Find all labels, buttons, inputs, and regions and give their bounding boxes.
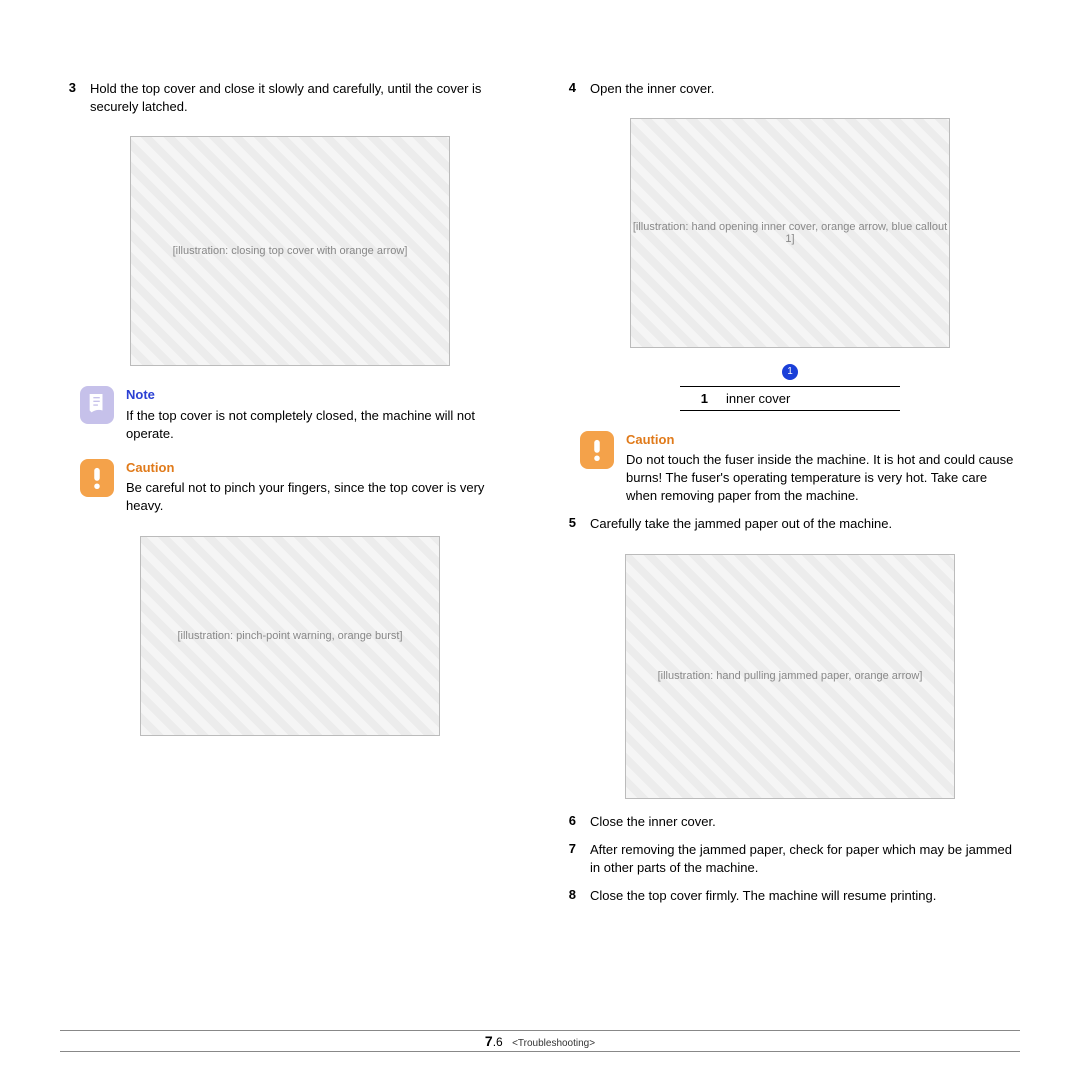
step-4: 4 Open the inner cover.: [560, 80, 1020, 98]
step-text: Open the inner cover.: [590, 80, 1020, 98]
note-callout: Note If the top cover is not completely …: [80, 386, 520, 443]
step-number: 5: [560, 515, 576, 533]
note-title: Note: [126, 386, 520, 404]
caution-body: Caution Be careful not to pinch your fin…: [126, 459, 520, 516]
step-7: 7 After removing the jammed paper, check…: [560, 841, 1020, 877]
figure-close-top-cover: [illustration: closing top cover with or…: [130, 136, 450, 366]
step-6: 6 Close the inner cover.: [560, 813, 1020, 831]
figure-4-wrap: [illustration: hand opening inner cover,…: [560, 108, 1020, 380]
legend-row: 1 inner cover: [680, 387, 900, 410]
two-column-layout: 3 Hold the top cover and close it slowly…: [60, 80, 1020, 1000]
step-text: Close the top cover firmly. The machine …: [590, 887, 1020, 905]
note-body: Note If the top cover is not completely …: [126, 386, 520, 443]
step-8: 8 Close the top cover firmly. The machin…: [560, 887, 1020, 905]
step-text: Close the inner cover.: [590, 813, 1020, 831]
legend-table: 1 inner cover: [680, 386, 900, 411]
caution-text: Do not touch the fuser inside the machin…: [626, 451, 1020, 506]
figure-open-inner-cover: [illustration: hand opening inner cover,…: [630, 118, 950, 348]
step-text: After removing the jammed paper, check f…: [590, 841, 1020, 877]
caution-body: Caution Do not touch the fuser inside th…: [626, 431, 1020, 506]
figure-pinch-warning: [illustration: pinch-point warning, oran…: [140, 536, 440, 736]
step-number: 8: [560, 887, 576, 905]
page-section: <Troubleshooting>: [512, 1038, 595, 1049]
step-3: 3 Hold the top cover and close it slowly…: [60, 80, 520, 116]
step-number: 6: [560, 813, 576, 831]
step-text: Carefully take the jammed paper out of t…: [590, 515, 1020, 533]
caution-callout-right: Caution Do not touch the fuser inside th…: [580, 431, 1020, 506]
step-number: 3: [60, 80, 76, 116]
caution-title: Caution: [126, 459, 520, 477]
legend-label: inner cover: [726, 391, 790, 406]
caution-icon: [580, 431, 614, 469]
caution-callout-left: Caution Be careful not to pinch your fin…: [80, 459, 520, 516]
page-major: 7: [485, 1033, 493, 1049]
right-column: 4 Open the inner cover. [illustration: h…: [560, 80, 1020, 1000]
step-number: 4: [560, 80, 576, 98]
caution-title: Caution: [626, 431, 1020, 449]
step-number: 7: [560, 841, 576, 877]
page-minor: .6: [493, 1035, 503, 1049]
caution-text: Be careful not to pinch your fingers, si…: [126, 479, 520, 515]
callout-marker-1: 1: [782, 364, 798, 380]
page-footer: 7.6 <Troubleshooting>: [60, 1030, 1020, 1052]
legend-number: 1: [688, 391, 708, 406]
step-5: 5 Carefully take the jammed paper out of…: [560, 515, 1020, 533]
figure-remove-paper: [illustration: hand pulling jammed paper…: [625, 554, 955, 799]
caution-icon: [80, 459, 114, 497]
note-icon: [80, 386, 114, 424]
left-column: 3 Hold the top cover and close it slowly…: [60, 80, 520, 1000]
step-text: Hold the top cover and close it slowly a…: [90, 80, 520, 116]
note-text: If the top cover is not completely close…: [126, 407, 520, 443]
